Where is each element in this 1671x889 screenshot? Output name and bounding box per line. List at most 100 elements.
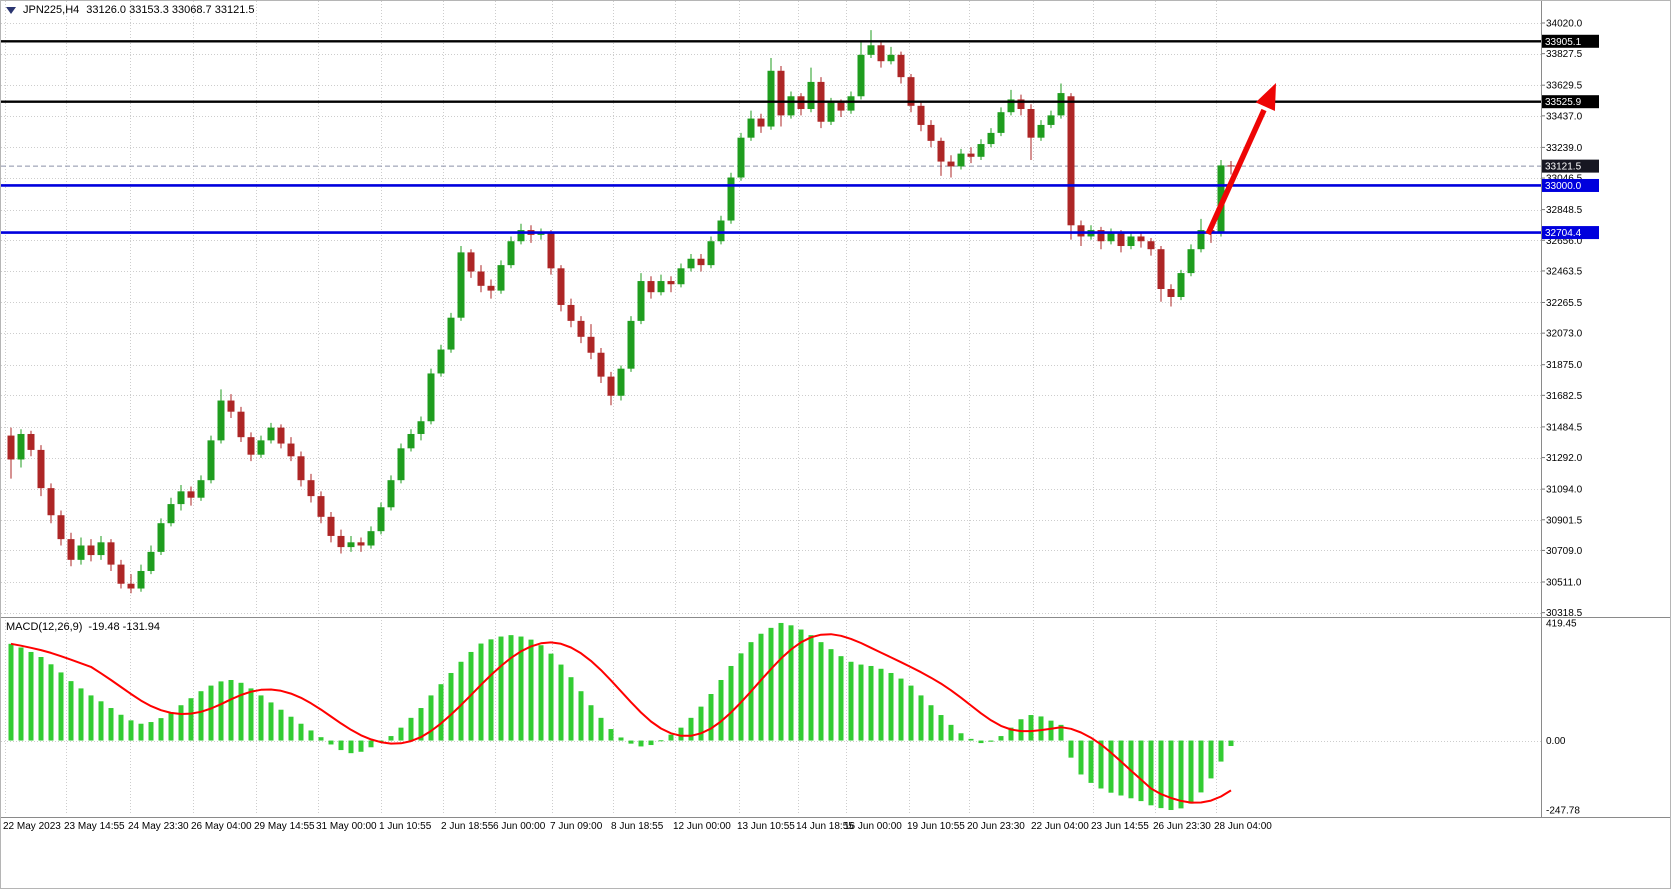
- time-axis-label: 14 Jun 18:55: [796, 821, 854, 832]
- candle-body: [637, 281, 645, 321]
- candle-body: [1107, 233, 1115, 242]
- candle-body: [547, 231, 555, 269]
- candle-body: [597, 352, 605, 377]
- macd-bar: [888, 672, 894, 741]
- time-axis-label: 28 Jun 04:00: [1214, 821, 1272, 832]
- macd-bar: [618, 737, 624, 741]
- chart-info-bar: JPN225,H4 33126.0 33153.3 33068.7 33121.…: [6, 4, 254, 16]
- macd-bar: [848, 661, 854, 741]
- price-badge-label: 33525.9: [1545, 97, 1582, 108]
- macd-bar: [528, 639, 534, 741]
- macd-bar: [1198, 740, 1204, 793]
- macd-indicator-label: MACD(12,26,9) -19.48 -131.94: [6, 621, 160, 633]
- candle-body: [147, 551, 155, 571]
- candle-body: [967, 153, 975, 157]
- candle-body: [337, 535, 345, 548]
- candle-body: [247, 437, 255, 455]
- price-axis-label: 30511.0: [1546, 577, 1582, 588]
- candle-body: [1037, 124, 1045, 138]
- macd-bar: [858, 664, 864, 741]
- candle-body: [157, 523, 165, 552]
- candle-body: [167, 504, 175, 524]
- trend-arrow-head[interactable]: [1255, 83, 1276, 111]
- trend-arrow[interactable]: [1205, 83, 1276, 236]
- macd-bar: [518, 636, 524, 741]
- candle-body: [987, 132, 995, 145]
- macd-bar: [348, 740, 354, 754]
- macd-bar: [358, 740, 364, 752]
- candle-body: [1017, 99, 1025, 110]
- candle-body: [287, 443, 295, 457]
- candle-body: [747, 118, 755, 138]
- macd-bar: [98, 701, 104, 741]
- candle-body: [237, 411, 245, 438]
- candle-body: [47, 488, 55, 516]
- macd-bar: [698, 706, 704, 741]
- macd-bar: [948, 724, 954, 741]
- macd-bar: [398, 727, 404, 741]
- macd-bar: [428, 695, 434, 741]
- candle-body: [1227, 165, 1235, 167]
- macd-bar: [638, 740, 644, 747]
- macd-bar: [898, 678, 904, 741]
- macd-bar: [938, 715, 944, 741]
- candle-body: [187, 491, 195, 498]
- price-badge-label: 33905.1: [1545, 37, 1582, 48]
- candle-body: [1047, 115, 1055, 125]
- candle-body: [437, 349, 445, 374]
- time-axis-label: 1 Jun 10:55: [379, 821, 432, 832]
- macd-bar: [298, 723, 304, 741]
- price-axis-label: 30318.5: [1546, 608, 1583, 619]
- time-axis-label: 7 Jun 09:00: [550, 821, 603, 832]
- macd-bar: [1158, 740, 1164, 809]
- macd-bar: [18, 647, 24, 741]
- macd-bar: [798, 629, 804, 741]
- macd-bar: [1018, 719, 1024, 741]
- candle-body: [387, 480, 395, 508]
- candle-body: [257, 440, 265, 455]
- price-axis-label: 34020.0: [1546, 18, 1583, 29]
- time-axis-label: 22 Jun 04:00: [1031, 821, 1089, 832]
- time-axis-label: 12 Jun 00:00: [673, 821, 731, 832]
- candle-body: [1067, 96, 1075, 226]
- macd-bar: [208, 685, 214, 741]
- time-axis-label: 26 May 04:00: [191, 821, 252, 832]
- macd-bar: [1208, 740, 1214, 779]
- candle-body: [367, 531, 375, 546]
- candle-body: [957, 153, 965, 167]
- candle-body: [587, 336, 595, 353]
- time-axis-label: 13 Jun 10:55: [737, 821, 795, 832]
- macd-bar: [658, 740, 664, 742]
- macd-bar: [1188, 740, 1194, 804]
- candle-body: [1007, 99, 1015, 113]
- candle-body: [27, 433, 35, 450]
- macd-bar: [1068, 740, 1074, 758]
- candles-series: [7, 30, 1235, 594]
- price-axis-label: 30901.5: [1546, 515, 1583, 526]
- macd-bar: [498, 636, 504, 741]
- candle-body: [1197, 230, 1205, 250]
- candle-body: [477, 271, 485, 286]
- time-axis-label: 23 Jun 14:55: [1091, 821, 1149, 832]
- macd-bar: [218, 681, 224, 741]
- candle-body: [107, 542, 115, 565]
- candle-body: [37, 449, 45, 489]
- candle-body: [517, 230, 525, 242]
- candle-body: [577, 320, 585, 337]
- macd-bar: [918, 695, 924, 741]
- macd-bar: [908, 685, 914, 741]
- macd-bar: [688, 717, 694, 741]
- candle-body: [267, 427, 275, 441]
- macd-bar: [58, 672, 64, 741]
- candle-body: [1167, 289, 1175, 297]
- macd-name: MACD(12,26,9): [6, 621, 83, 633]
- macd-bar: [598, 717, 604, 741]
- macd-bar: [258, 695, 264, 741]
- time-axis-label: 16 Jun 00:00: [844, 821, 902, 832]
- price-axis-label: 33437.0: [1546, 111, 1583, 122]
- macd-bar: [448, 672, 454, 741]
- trend-arrow-shaft[interactable]: [1205, 108, 1267, 236]
- candle-body: [607, 376, 615, 396]
- candle-body: [67, 539, 75, 560]
